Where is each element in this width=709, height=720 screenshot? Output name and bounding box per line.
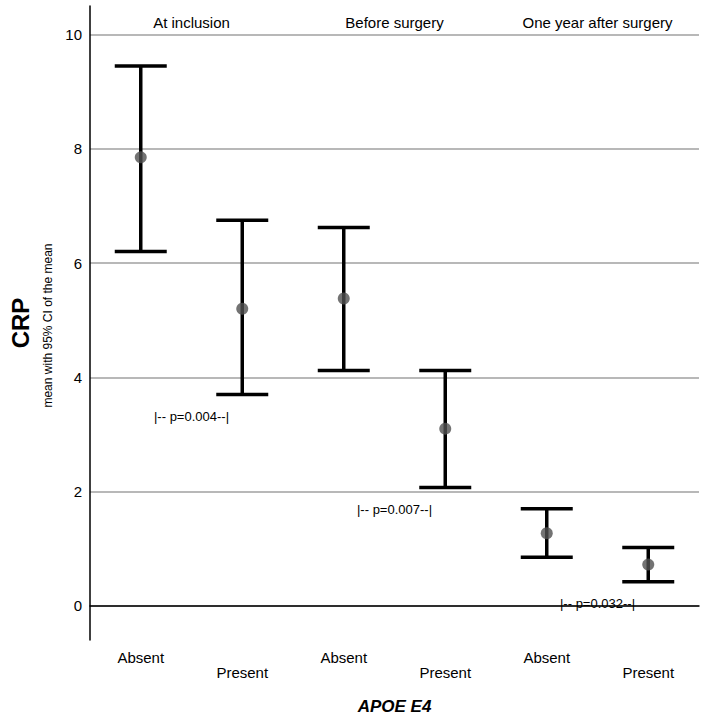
svg-text:CRP: CRP xyxy=(7,298,34,349)
svg-text:Present: Present xyxy=(419,664,472,681)
svg-text:8: 8 xyxy=(74,140,82,157)
svg-text:Present: Present xyxy=(622,664,675,681)
svg-text:2: 2 xyxy=(74,483,82,500)
svg-text:One year after surgery: One year after surgery xyxy=(522,14,673,31)
svg-text:At inclusion: At inclusion xyxy=(153,14,230,31)
svg-text:|-- p=0.004--|: |-- p=0.004--| xyxy=(154,409,229,424)
svg-text:4: 4 xyxy=(74,369,82,386)
svg-text:Absent: Absent xyxy=(523,649,571,666)
svg-text:Absent: Absent xyxy=(320,649,368,666)
svg-text:Before surgery: Before surgery xyxy=(345,14,444,31)
svg-text:6: 6 xyxy=(74,255,82,272)
svg-text:Present: Present xyxy=(216,664,269,681)
svg-text:APOE E4: APOE E4 xyxy=(357,697,432,716)
svg-text:10: 10 xyxy=(65,26,82,43)
svg-text:0: 0 xyxy=(74,597,82,614)
svg-text:mean with 95% CI of the mean: mean with 95% CI of the mean xyxy=(41,243,55,407)
svg-text:|-- p=0.032--|: |-- p=0.032--| xyxy=(560,596,635,611)
svg-text:Absent: Absent xyxy=(117,649,165,666)
svg-text:|-- p=0.007--|: |-- p=0.007--| xyxy=(357,502,432,517)
